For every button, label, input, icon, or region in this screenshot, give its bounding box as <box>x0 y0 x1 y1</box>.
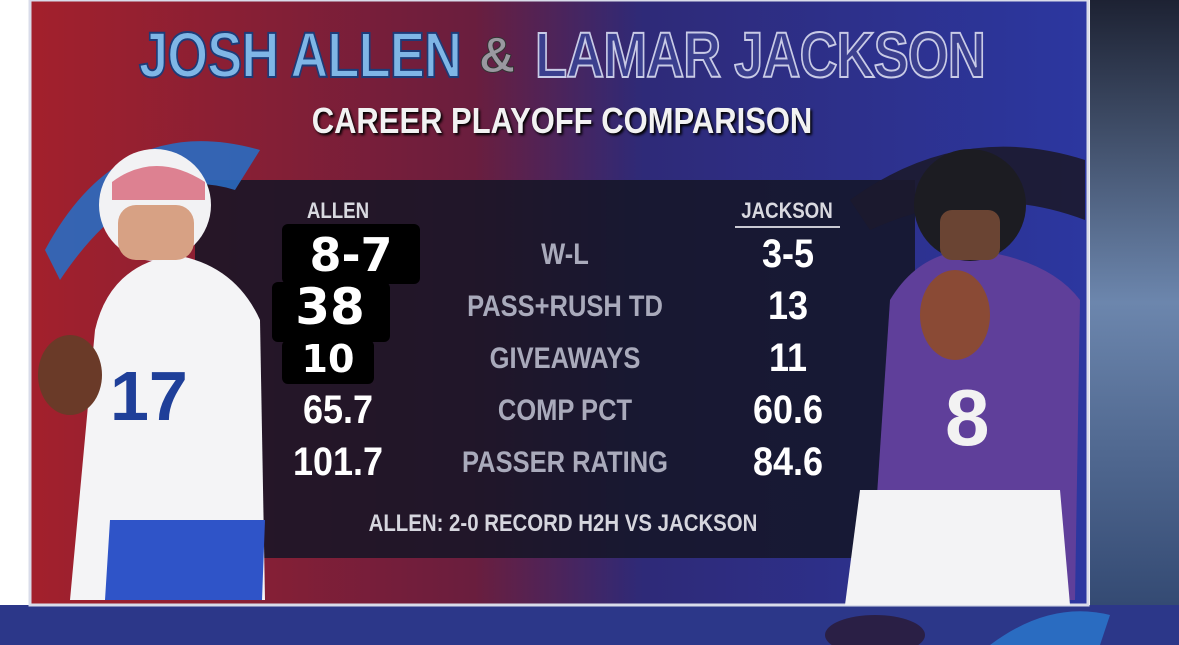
svg-text:8: 8 <box>945 373 990 462</box>
jackson-value: 3-5 <box>761 232 815 276</box>
edit-box <box>282 224 420 284</box>
jackson-value: 84.6 <box>752 440 824 484</box>
title-amp: & <box>478 27 516 84</box>
stat-label: PASSER RATING <box>462 446 668 479</box>
allen-value: 10 <box>301 337 355 382</box>
allen-value: 65.7 <box>302 388 374 432</box>
header-underline <box>735 226 840 228</box>
header-allen: ALLEN <box>306 198 370 223</box>
header-jackson: JACKSON <box>741 198 833 223</box>
stat-label: GIVEAWAYS <box>489 342 641 375</box>
stat-label: COMP PCT <box>497 394 633 427</box>
allen-value: 101.7 <box>292 440 384 484</box>
jackson-value: 11 <box>768 336 808 380</box>
title-right: LAMAR JACKSON <box>534 18 986 92</box>
edit-box <box>272 282 390 342</box>
stat-label: PASS+RUSH TD <box>467 290 663 323</box>
stat-label: W-L <box>541 238 589 271</box>
allen-value: 38 <box>295 278 365 336</box>
allen-value: 8-7 <box>309 228 393 283</box>
subtitle: CAREER PLAYOFF COMPARISON <box>311 100 813 141</box>
edit-box <box>282 340 374 384</box>
jackson-value: 13 <box>767 284 809 328</box>
title-left: JOSH ALLEN <box>138 18 463 92</box>
footer: ALLEN: 2-0 RECORD H2H VS JACKSON <box>368 510 758 537</box>
svg-text:17: 17 <box>110 357 188 435</box>
jackson-value: 60.6 <box>752 388 824 432</box>
